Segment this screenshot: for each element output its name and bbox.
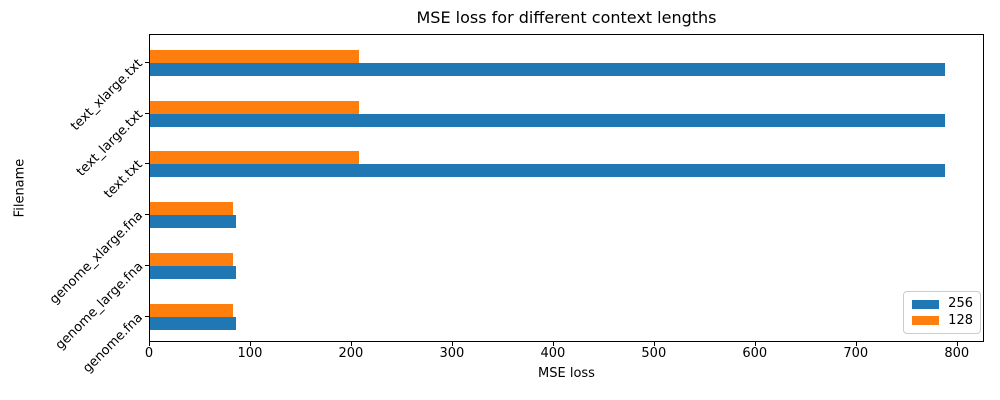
bar-128-text-large-txt [150, 100, 359, 114]
x-tick [552, 342, 554, 346]
x-tick-label: 800 [944, 346, 970, 361]
bar-128-text-xlarge-txt [150, 50, 359, 63]
y-tick-label-text-txt: text.txt [101, 157, 146, 203]
x-tick-label: 0 [144, 346, 154, 361]
bar-128-genome-large-fna [150, 252, 233, 266]
x-tick-label: 100 [237, 346, 263, 361]
x-tick [653, 342, 655, 346]
legend-label: 128 [948, 312, 973, 328]
legend-item-128: 128 [912, 313, 973, 329]
y-tick-label-genome-large-fna: genome_large.fna [52, 259, 146, 353]
x-tick-label: 600 [742, 346, 768, 361]
bar-256-text-large-txt [150, 113, 945, 127]
bar-128-genome-fna [150, 303, 233, 317]
bar-256-genome-xlarge-fna [150, 215, 236, 229]
x-tick [350, 342, 352, 346]
x-tick-label: 300 [439, 346, 465, 361]
y-tick [145, 214, 149, 216]
bar-256-genome-large-fna [150, 265, 236, 279]
y-tick [145, 112, 149, 114]
x-tick-label: 500 [641, 346, 667, 361]
plot-area [149, 34, 984, 342]
bar-256-text-xlarge-txt [150, 63, 945, 76]
x-tick [956, 342, 958, 346]
x-tick [855, 342, 857, 346]
y-tick-label-genome-xlarge-fna: genome_xlarge.fna [46, 208, 146, 308]
y-tick [145, 163, 149, 165]
bar-256-text-txt [150, 164, 945, 178]
x-tick [451, 342, 453, 346]
x-tick [249, 342, 251, 346]
x-tick [149, 342, 150, 346]
chart-title: MSE loss for different context lengths [416, 8, 717, 27]
y-axis-label: Filename [12, 158, 28, 218]
legend-item-256: 256 [912, 296, 973, 312]
bar-128-text-txt [150, 151, 359, 165]
x-axis-label: MSE loss [538, 366, 595, 381]
x-tick-label: 400 [540, 346, 566, 361]
y-tick [145, 315, 149, 317]
x-tick-label: 200 [338, 346, 364, 361]
bar-256-genome-fna [150, 316, 236, 330]
y-tick [145, 62, 149, 63]
y-tick [145, 264, 149, 266]
x-tick [754, 342, 756, 346]
legend-label: 256 [948, 296, 973, 312]
legend-color-swatch-icon [912, 316, 939, 326]
x-tick-label: 700 [843, 346, 869, 361]
legend-color-swatch-icon [912, 299, 939, 309]
bar-128-genome-xlarge-fna [150, 202, 233, 216]
legend: 256 128 [903, 291, 981, 334]
